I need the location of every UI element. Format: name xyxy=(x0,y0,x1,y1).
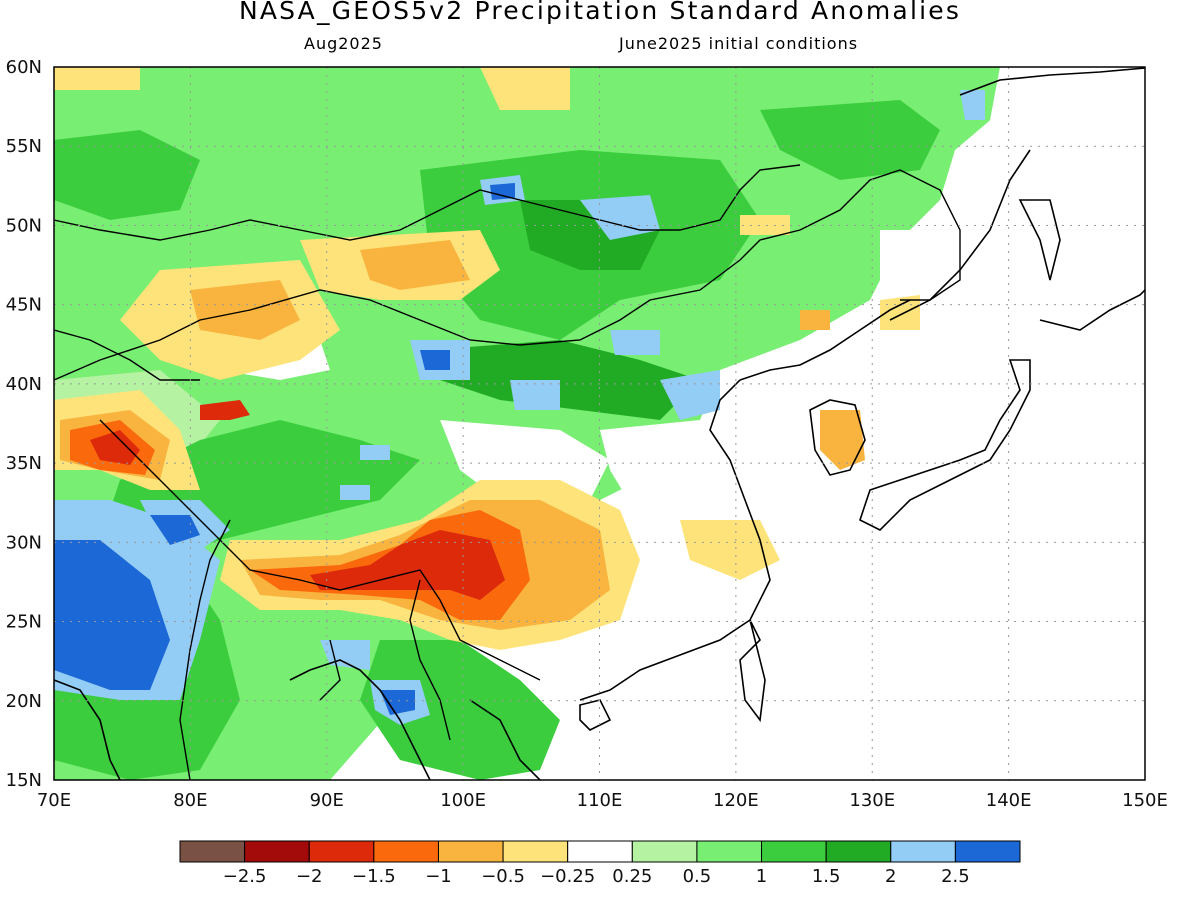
legend-color-box xyxy=(631,840,698,863)
longitude-tick-label: 80E xyxy=(173,790,207,811)
latitude-tick-label: 60N xyxy=(6,57,42,78)
longitude-tick-label: 130E xyxy=(849,790,895,811)
legend-color-box xyxy=(244,840,310,863)
latitude-tick-label: 55N xyxy=(6,136,42,157)
forecast-month-label: Aug2025 xyxy=(304,34,383,53)
legend-tick-label: −0.5 xyxy=(481,866,525,887)
latitude-tick-label: 15N xyxy=(6,770,42,791)
latitude-tick-label: 45N xyxy=(6,295,42,316)
coastlines xyxy=(54,67,1145,780)
longitude-tick-label: 150E xyxy=(1122,790,1168,811)
legend-tick-label: 0.25 xyxy=(612,866,652,887)
color-legend: −2.5 −2 −1.5 −1 −0.5 −0.25 0.25 0.5 1 1.5 2 2.5 xyxy=(179,840,1021,887)
legend-tick-label: −2 xyxy=(296,866,323,887)
longitude-tick-label: 140E xyxy=(986,790,1032,811)
anomaly-shading xyxy=(54,67,1145,780)
map-frame xyxy=(53,66,1146,781)
anomaly-map: 70E 80E 90E 100E 110E 120E 130E 140E 150E 15N 20N… xyxy=(6,57,1168,811)
country-borders xyxy=(54,164,961,780)
legend-color-box xyxy=(437,840,504,863)
initial-conditions-label: June2025 initial conditions xyxy=(619,34,859,53)
latitude-labels: 15N 20N 25N 30N 35N 40N 45N 50N 55N 60N xyxy=(6,57,42,791)
legend-tick-label: −0.25 xyxy=(540,866,595,887)
legend-color-box xyxy=(179,840,246,863)
legend-color-box xyxy=(890,840,956,863)
legend-tick-label: 0.5 xyxy=(683,866,712,887)
legend-color-box xyxy=(502,840,569,863)
legend-color-box xyxy=(761,840,827,863)
latitude-tick-label: 25N xyxy=(6,612,42,633)
legend-color-box xyxy=(567,840,633,863)
latitude-tick-label: 20N xyxy=(6,691,42,712)
legend-color-box xyxy=(373,840,439,863)
legend-color-box xyxy=(696,840,763,863)
chart-title: NASA_GEOS5v2 Precipitation Standard Anom… xyxy=(238,0,962,25)
longitude-tick-label: 110E xyxy=(577,790,623,811)
legend-color-box xyxy=(308,840,375,863)
longitude-tick-label: 70E xyxy=(37,790,71,811)
longitude-labels: 70E 80E 90E 100E 110E 120E 130E 140E 150E xyxy=(37,790,1168,811)
legend-tick-label: 1.5 xyxy=(812,866,841,887)
longitude-tick-label: 120E xyxy=(713,790,759,811)
legend-tick-label: −1 xyxy=(425,866,452,887)
longitude-tick-label: 100E xyxy=(440,790,486,811)
legend-tick-label: 2 xyxy=(885,866,896,887)
legend-tick-label: 2.5 xyxy=(941,866,970,887)
legend-color-boxes xyxy=(179,840,1021,863)
legend-color-box xyxy=(825,840,892,863)
latitude-tick-label: 30N xyxy=(6,532,42,553)
legend-labels: −2.5 −2 −1.5 −1 −0.5 −0.25 0.25 0.5 1 1.5 2 2.5 xyxy=(223,866,970,887)
latitude-tick-label: 40N xyxy=(6,374,42,395)
graticule xyxy=(54,67,1145,780)
legend-tick-label: 1 xyxy=(756,866,767,887)
legend-tick-label: −1.5 xyxy=(352,866,396,887)
legend-tick-label: −2.5 xyxy=(223,866,267,887)
latitude-tick-label: 35N xyxy=(6,453,42,474)
legend-color-box xyxy=(954,840,1021,863)
longitude-tick-label: 90E xyxy=(310,790,344,811)
latitude-tick-label: 50N xyxy=(6,215,42,236)
